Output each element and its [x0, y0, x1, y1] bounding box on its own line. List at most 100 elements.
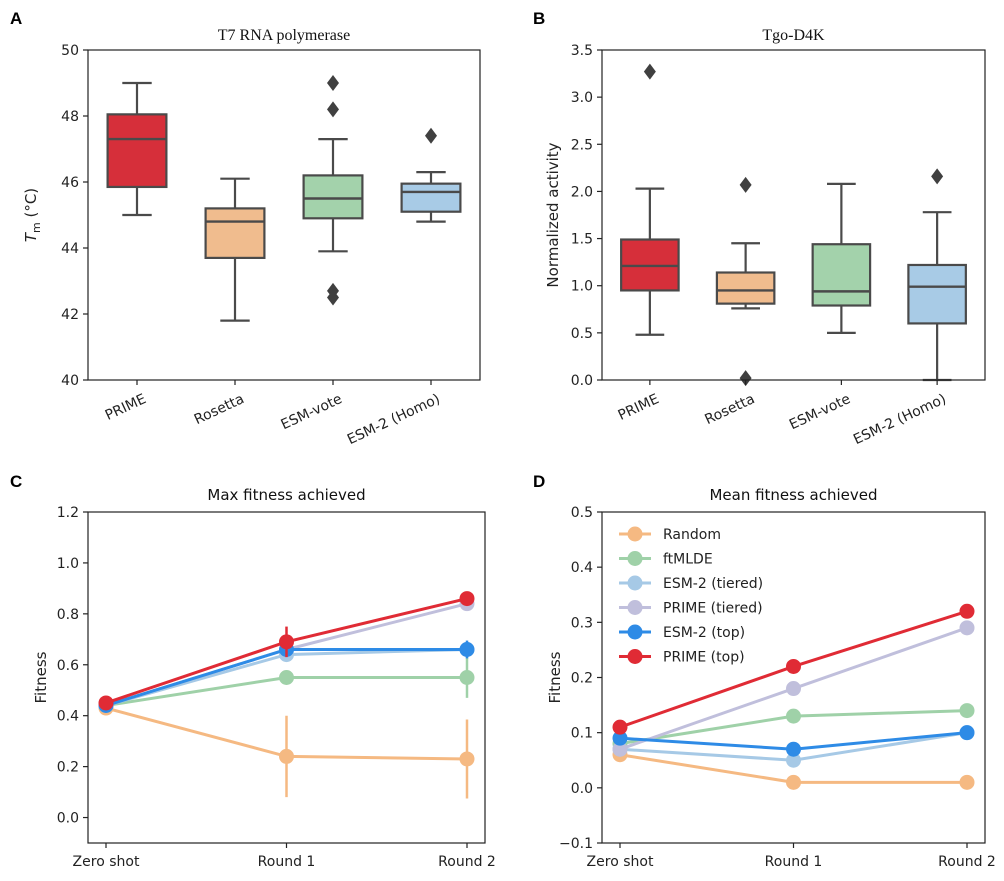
y-axis-label: Tm (°C) [22, 188, 43, 242]
box-esm-vote [302, 75, 364, 306]
outlier-point [739, 176, 752, 193]
outlier-point [643, 63, 656, 80]
chart-title: Tgo-D4K [762, 27, 825, 44]
data-point [279, 670, 294, 685]
series-esm-2-top- [612, 725, 975, 757]
y-axis-label: Normalized activity [544, 142, 562, 287]
data-point [786, 752, 801, 768]
x-tick-label: ESM-vote [279, 391, 345, 433]
box-esm-2-homo- [400, 127, 462, 223]
y-tick-label: 0.5 [571, 505, 593, 521]
series-prime-tiered- [612, 620, 975, 757]
legend: Random ftMLDE ESM-2 (tiered) PRIME (tiered)… [619, 526, 763, 666]
legend-marker [627, 575, 643, 591]
y-axis-label: Fitness [546, 651, 564, 703]
box-iqr [106, 113, 168, 189]
box-esm-vote [811, 182, 872, 334]
data-point [786, 708, 801, 724]
outlier-point [931, 168, 944, 185]
x-tick-label: Round 1 [765, 854, 823, 870]
legend-label: PRIME (top) [663, 650, 745, 666]
data-point [459, 751, 475, 767]
y-tick-label: 3.0 [571, 90, 593, 106]
y-tick-label: 0.3 [571, 615, 593, 631]
box-prime [106, 81, 168, 217]
box-rosetta [204, 177, 266, 322]
panel-A: A T7 RNA polymerase 40 42 44 46 48 50 Tm (°C) PRI… [10, 9, 481, 448]
axes-frame [601, 49, 986, 381]
legend-marker [627, 624, 643, 640]
y-tick-label: 2.5 [571, 137, 593, 153]
x-tick-label: Rosetta [702, 391, 757, 428]
y-tick-label: 0.0 [57, 811, 79, 827]
data-point [612, 741, 628, 757]
y-tick-label: 3.5 [571, 43, 593, 59]
outlier-point [327, 101, 339, 118]
box-iqr [302, 174, 364, 220]
panel-letter: C [10, 472, 22, 491]
x-tick-label: ESM-vote [787, 391, 853, 433]
axes-frame [87, 49, 481, 381]
data-point [459, 670, 475, 685]
y-axis-label: Fitness [32, 651, 50, 703]
y-tick-label: 1.0 [571, 279, 593, 295]
x-tick-label: ESM-2 (Homo) [345, 391, 443, 448]
y-tick-label: 50 [61, 43, 79, 59]
box-iqr [811, 243, 872, 307]
data-point [786, 774, 801, 790]
series-prime-top- [98, 591, 475, 711]
x-tick-label: Rosetta [192, 391, 247, 428]
data-point [786, 741, 801, 757]
y-tick-label: 0.0 [571, 373, 593, 389]
y-tick-label: 0.2 [571, 671, 593, 687]
outlier-point [327, 75, 339, 91]
axes-frame [87, 511, 486, 844]
x-tick-label: Zero shot [73, 854, 140, 870]
y-tick-label: 42 [61, 307, 79, 323]
legend-label: ftMLDE [663, 552, 713, 568]
y-tick-label: 1.2 [57, 505, 79, 521]
box-iqr [715, 271, 776, 305]
data-point [612, 719, 628, 735]
x-tick-label: Round 2 [938, 854, 996, 870]
y-tick-label: 0.4 [57, 709, 79, 725]
chart-title: Max fitness achieved [207, 486, 365, 504]
y-tick-label: 0.0 [571, 781, 593, 797]
box-rosetta [715, 176, 776, 387]
data-point [459, 641, 475, 657]
data-point [279, 634, 294, 650]
data-point [279, 748, 294, 764]
box-iqr [400, 182, 462, 213]
legend-marker [627, 526, 643, 542]
x-tick-label: Zero shot [587, 854, 654, 870]
y-tick-label: −0.1 [559, 836, 593, 852]
x-tick-label: Round 1 [258, 854, 316, 870]
y-tick-label: 48 [61, 109, 79, 125]
legend-label: ESM-2 (top) [663, 625, 745, 641]
chart-title: Mean fitness achieved [709, 486, 877, 504]
legend-marker [627, 600, 643, 615]
y-tick-label: 1.5 [571, 232, 593, 248]
axes-frame [601, 511, 986, 844]
legend-marker [627, 551, 643, 566]
box-iqr [204, 207, 266, 259]
outlier-point [327, 289, 339, 306]
panel-letter: D [533, 472, 545, 491]
box-esm-2-homo- [907, 168, 967, 382]
y-tick-label: 0.8 [57, 607, 79, 623]
y-tick-label: 40 [61, 373, 79, 389]
y-tick-label: 46 [61, 175, 79, 191]
panel-C: C Max fitness achieved 0.0 0.2 0.4 0.6 0.8 1.0 1… [10, 472, 496, 870]
series-prime-top- [612, 603, 975, 735]
x-tick-label: Round 2 [438, 854, 496, 870]
data-point [959, 603, 975, 619]
x-tick-label: PRIME [616, 391, 662, 424]
data-point [786, 658, 801, 674]
chart-title: T7 RNA polymerase [218, 27, 350, 44]
outlier-point [425, 127, 437, 144]
legend-label: PRIME (tiered) [663, 601, 763, 617]
data-point [959, 774, 975, 790]
data-point [612, 730, 628, 746]
data-point [959, 620, 975, 636]
